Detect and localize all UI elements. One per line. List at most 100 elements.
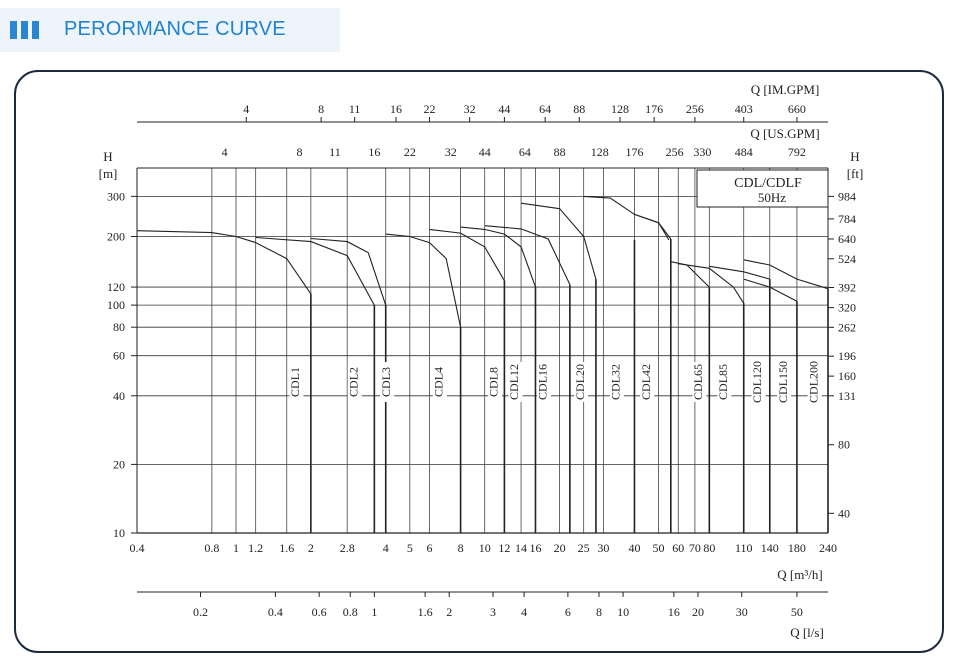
- series-label: CDL4: [432, 367, 446, 397]
- series-curve: [743, 278, 798, 302]
- x-tick-label: 2.8: [340, 541, 355, 555]
- series-curve: [743, 259, 829, 290]
- lps-tick-label: 6: [565, 605, 571, 619]
- x-tick-label: 8: [458, 541, 464, 555]
- usgpm-tick-label: 484: [735, 145, 753, 159]
- usgpm-tick-label: 128: [591, 145, 609, 159]
- y-right-tick-label: 262: [838, 320, 856, 334]
- series-label: CDL2: [346, 367, 360, 397]
- imgpm-tick-label: 32: [464, 102, 476, 116]
- series-label: CDL1: [288, 367, 302, 397]
- x-tick-label: 0.4: [130, 541, 145, 555]
- x-tick-label: 10: [479, 541, 491, 555]
- x-tick-label: 1.2: [248, 541, 263, 555]
- usgpm-tick-label: 32: [445, 145, 457, 159]
- header-bar-icon: [10, 21, 17, 39]
- series-label-bg: [574, 361, 589, 402]
- x-axis-title: Q [m³/h]: [777, 567, 822, 582]
- series-label-bg: [488, 361, 503, 402]
- x-tick-label: 140: [761, 541, 779, 555]
- y-right-axis-unit: [ft]: [847, 166, 864, 181]
- x-tick-label: 1: [233, 541, 239, 555]
- x-tick-label: 12: [498, 541, 510, 555]
- lps-tick-label: 20: [692, 605, 704, 619]
- lps-tick-label: 1: [371, 605, 377, 619]
- series-label: CDL200: [806, 361, 820, 403]
- chart-frame: [14, 70, 944, 653]
- series-label-bg: [751, 361, 766, 402]
- series-label: CDL150: [776, 361, 790, 403]
- x-tick-label: 0.8: [204, 541, 219, 555]
- usgpm-tick-label: 792: [788, 145, 806, 159]
- y-right-tick-label: 784: [838, 212, 856, 226]
- series-label-bg: [508, 361, 523, 402]
- header-bar-icon: [32, 21, 39, 39]
- header-bar-icon: [21, 21, 28, 39]
- lps-axis-title: Q [l/s]: [790, 625, 824, 640]
- series-curve: [385, 233, 462, 328]
- y-left-tick-label: 40: [113, 389, 125, 403]
- x-tick-label: 60: [672, 541, 684, 555]
- x-tick-label: 14: [515, 541, 527, 555]
- usgpm-tick-label: 11: [329, 145, 341, 159]
- series-label-bg: [289, 361, 304, 402]
- usgpm-tick-label: 16: [368, 145, 380, 159]
- lps-tick-label: 1.6: [418, 605, 433, 619]
- lps-tick-label: 0.2: [193, 605, 208, 619]
- lps-tick-label: 8: [596, 605, 602, 619]
- series-label: CDL85: [716, 364, 730, 400]
- x-tick-label: 80: [703, 541, 715, 555]
- section-header: PERORMANCE CURVE: [0, 8, 340, 52]
- x-tick-label: 240: [819, 541, 837, 555]
- series-label: CDL65: [691, 364, 705, 400]
- legend-title: CDL/CDLF: [734, 176, 802, 191]
- series-label: CDL32: [609, 364, 623, 400]
- lps-tick-label: 3: [490, 605, 496, 619]
- series-curve: [521, 202, 597, 280]
- imgpm-tick-label: 22: [424, 102, 436, 116]
- y-right-tick-label: 984: [838, 189, 856, 203]
- series-curve: [709, 265, 770, 280]
- series-curve: [136, 230, 312, 295]
- y-right-tick-label: 320: [838, 301, 856, 315]
- usgpm-tick-label: 22: [404, 145, 416, 159]
- usgpm-tick-label: 8: [296, 145, 302, 159]
- series-curve: [484, 225, 571, 285]
- imgpm-tick-label: 4: [243, 102, 249, 116]
- y-right-tick-label: 640: [838, 232, 856, 246]
- x-tick-label: 5: [407, 541, 413, 555]
- y-left-axis-title: H: [103, 149, 112, 164]
- lps-tick-label: 0.6: [312, 605, 327, 619]
- legend-box: [696, 169, 829, 208]
- usgpm-tick-label: 4: [222, 145, 228, 159]
- y-left-tick-label: 60: [113, 349, 125, 363]
- lps-tick-label: 16: [668, 605, 680, 619]
- y-left-tick-label: 10: [113, 526, 125, 540]
- lps-tick-label: 4: [521, 605, 527, 619]
- imgpm-axis-title: Q [IM.GPM]: [751, 82, 820, 97]
- usgpm-tick-label: 256: [666, 145, 684, 159]
- series-label: CDL8: [487, 367, 501, 397]
- x-tick-label: 20: [554, 541, 566, 555]
- imgpm-tick-label: 44: [498, 102, 510, 116]
- series-label: CDL12: [507, 364, 521, 400]
- x-tick-label: 180: [788, 541, 806, 555]
- x-tick-label: 6: [427, 541, 433, 555]
- usgpm-tick-label: 88: [554, 145, 566, 159]
- lps-tick-label: 10: [617, 605, 629, 619]
- usgpm-tick-label: 64: [519, 145, 531, 159]
- series-label: CDL16: [536, 364, 550, 400]
- lps-tick-label: 0.8: [343, 605, 358, 619]
- x-tick-label: 2: [308, 541, 314, 555]
- imgpm-tick-label: 64: [539, 102, 551, 116]
- series-curve: [460, 226, 537, 288]
- y-left-tick-label: 20: [113, 457, 125, 471]
- y-left-tick-label: 200: [107, 230, 125, 244]
- series-curve: [583, 195, 670, 241]
- x-tick-label: 4: [383, 541, 389, 555]
- series-label-bg: [807, 361, 822, 402]
- series-label-bg: [640, 361, 655, 402]
- lps-tick-label: 2: [446, 605, 452, 619]
- y-right-axis-title: H: [850, 149, 859, 164]
